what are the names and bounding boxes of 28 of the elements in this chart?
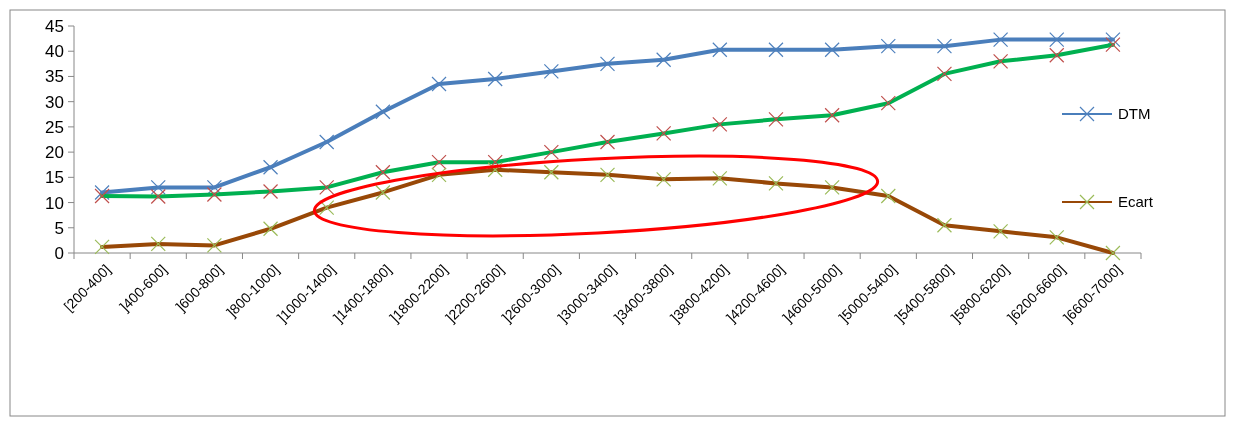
y-tick-label: 0 — [54, 243, 64, 263]
y-tick-label: 25 — [45, 117, 64, 137]
point — [768, 42, 784, 58]
point — [712, 42, 728, 58]
legend-label: DTM — [1118, 105, 1151, 123]
point — [656, 52, 672, 68]
point — [936, 38, 953, 54]
point — [599, 56, 616, 72]
point — [94, 184, 110, 201]
y-tick-label: 35 — [45, 67, 64, 87]
point — [319, 134, 335, 150]
point — [487, 71, 503, 87]
point — [824, 42, 840, 58]
point — [431, 76, 447, 92]
point — [1049, 32, 1065, 48]
y-tick-label: 15 — [45, 168, 64, 188]
point — [262, 159, 279, 175]
y-tick-label: 45 — [45, 16, 64, 36]
y-tick-label: 20 — [45, 143, 64, 163]
point — [543, 63, 559, 79]
y-tick-label: 5 — [54, 218, 64, 238]
point — [993, 32, 1009, 48]
y-tick-label: 30 — [45, 92, 64, 112]
legend-label: Ecart — [1118, 193, 1154, 211]
y-tick-label: 40 — [45, 42, 64, 62]
point — [375, 104, 391, 120]
point — [880, 38, 896, 54]
y-tick-label: 10 — [45, 193, 64, 213]
